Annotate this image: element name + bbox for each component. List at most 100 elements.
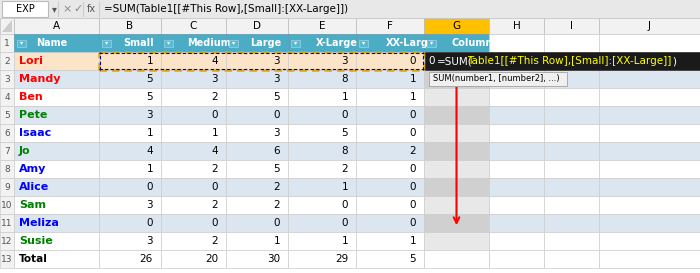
Text: SUM(number1, [number2], ...): SUM(number1, [number2], ...) xyxy=(433,75,559,84)
Bar xyxy=(99,160,161,178)
Bar xyxy=(14,178,99,196)
Bar xyxy=(14,124,99,142)
Text: 8: 8 xyxy=(4,165,10,174)
Bar xyxy=(356,160,424,178)
Bar xyxy=(14,196,99,214)
Text: 1: 1 xyxy=(211,128,218,138)
Bar xyxy=(2,1,48,17)
Text: 1: 1 xyxy=(342,236,348,246)
Bar xyxy=(226,142,288,160)
Text: Pete: Pete xyxy=(19,110,48,120)
Bar xyxy=(599,250,700,268)
Text: 1: 1 xyxy=(146,164,153,174)
Bar xyxy=(0,52,14,70)
Bar xyxy=(0,250,14,268)
Bar xyxy=(424,160,489,178)
Text: 5: 5 xyxy=(410,254,416,264)
Bar xyxy=(14,106,99,124)
Text: I: I xyxy=(570,21,573,31)
Bar xyxy=(489,250,544,268)
Bar xyxy=(424,106,489,124)
Text: Mandy: Mandy xyxy=(19,74,60,84)
Text: 5: 5 xyxy=(274,164,280,174)
Text: Ben: Ben xyxy=(19,92,43,102)
Text: 2: 2 xyxy=(410,146,416,156)
Text: 0: 0 xyxy=(410,218,416,228)
Text: 3: 3 xyxy=(4,75,10,84)
Bar xyxy=(544,34,599,52)
Bar xyxy=(288,178,356,196)
Bar xyxy=(161,106,226,124)
Bar xyxy=(288,34,356,52)
Bar xyxy=(99,34,161,52)
Bar xyxy=(489,232,544,250)
Bar xyxy=(0,196,14,214)
Bar xyxy=(356,52,424,70)
Text: 3: 3 xyxy=(146,236,153,246)
Text: H: H xyxy=(512,21,520,31)
Bar xyxy=(489,88,544,106)
Bar xyxy=(489,178,544,196)
Bar xyxy=(544,106,599,124)
Bar xyxy=(99,142,161,160)
Text: ▾: ▾ xyxy=(232,40,235,46)
Bar xyxy=(356,196,424,214)
Bar xyxy=(489,124,544,142)
Text: 5: 5 xyxy=(4,111,10,120)
Bar xyxy=(599,70,700,88)
Bar xyxy=(356,178,424,196)
Text: 13: 13 xyxy=(1,254,13,263)
Bar xyxy=(599,124,700,142)
Bar xyxy=(544,88,599,106)
Text: ▾: ▾ xyxy=(52,4,57,14)
Bar xyxy=(161,196,226,214)
Bar xyxy=(424,88,489,106)
Bar xyxy=(424,34,489,52)
Text: J: J xyxy=(648,21,651,31)
Text: 0: 0 xyxy=(410,128,416,138)
Bar xyxy=(544,196,599,214)
Bar xyxy=(424,178,489,196)
Text: 0: 0 xyxy=(428,56,435,66)
Text: 2: 2 xyxy=(211,92,218,102)
Text: ▾: ▾ xyxy=(362,40,365,46)
Bar xyxy=(229,40,238,46)
Bar xyxy=(424,52,489,70)
Text: 0: 0 xyxy=(342,110,348,120)
Text: Small: Small xyxy=(123,38,153,48)
Text: 3: 3 xyxy=(211,74,218,84)
Bar xyxy=(288,18,356,34)
Bar xyxy=(14,232,99,250)
Text: 0: 0 xyxy=(410,164,416,174)
Text: 3: 3 xyxy=(274,74,280,84)
Bar xyxy=(429,72,567,86)
Bar xyxy=(489,214,544,232)
Text: Amy: Amy xyxy=(19,164,46,174)
Text: 6: 6 xyxy=(4,129,10,138)
Bar xyxy=(17,40,26,46)
Bar xyxy=(0,106,14,124)
Bar xyxy=(161,232,226,250)
Bar xyxy=(0,0,700,18)
Text: 0: 0 xyxy=(342,218,348,228)
Bar xyxy=(161,88,226,106)
Bar xyxy=(356,88,424,106)
Text: Medium: Medium xyxy=(187,38,231,48)
Text: 5: 5 xyxy=(146,92,153,102)
Bar xyxy=(161,142,226,160)
Bar xyxy=(424,214,489,232)
Bar xyxy=(226,232,288,250)
Bar xyxy=(489,160,544,178)
Text: 30: 30 xyxy=(267,254,280,264)
Text: 0: 0 xyxy=(410,56,416,66)
Text: ▾: ▾ xyxy=(430,40,433,46)
Text: Lori: Lori xyxy=(19,56,43,66)
Text: F: F xyxy=(387,21,393,31)
Text: A: A xyxy=(53,21,60,31)
Bar xyxy=(489,18,544,34)
Text: Table1[[#This Row],[Small]:[XX-Large]]: Table1[[#This Row],[Small]:[XX-Large]] xyxy=(467,56,671,66)
Bar xyxy=(356,124,424,142)
Bar xyxy=(356,70,424,88)
Bar xyxy=(599,178,700,196)
Text: 4: 4 xyxy=(211,56,218,66)
